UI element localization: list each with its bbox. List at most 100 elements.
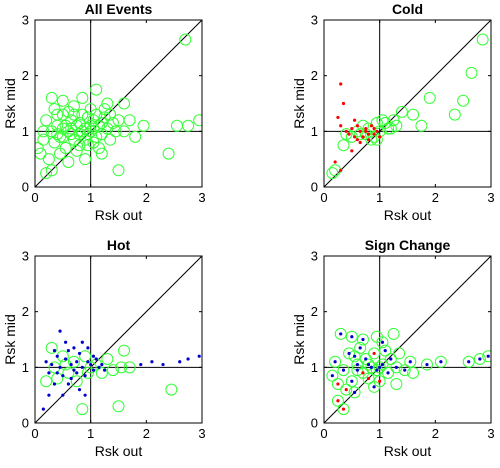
- data-point-circle: [387, 327, 400, 340]
- data-point-circle: [73, 116, 86, 129]
- data-point-circle: [326, 167, 339, 180]
- x-axis-label: Rsk out: [384, 443, 432, 459]
- y-axis-label: Rsk mid: [2, 78, 18, 129]
- data-point-circle: [376, 358, 389, 371]
- data-point-dot: [380, 362, 385, 367]
- y-tick-label: 3: [22, 13, 29, 28]
- data-point-dot: [355, 138, 359, 142]
- data-point-circle: [76, 108, 89, 121]
- data-point-circle: [51, 108, 64, 121]
- data-point-circle: [101, 352, 114, 365]
- y-tick-label: 0: [311, 180, 318, 195]
- series-circles-0: [326, 327, 491, 416]
- data-point-dot: [353, 390, 357, 394]
- data-point-circle: [384, 352, 397, 365]
- data-point-dot: [69, 376, 73, 381]
- data-point-circle: [106, 364, 119, 377]
- data-point-dot: [91, 354, 96, 358]
- data-point-circle: [51, 128, 64, 141]
- data-point-dot: [369, 124, 373, 128]
- data-point-dot: [372, 385, 376, 389]
- data-point-dot: [341, 407, 346, 411]
- data-point-circle: [123, 114, 136, 127]
- data-point-dot: [330, 374, 334, 378]
- data-point-circle: [395, 105, 408, 118]
- y-tick-label: 3: [22, 249, 29, 264]
- data-point-circle: [93, 142, 106, 155]
- data-point-dot: [378, 379, 382, 383]
- reference-line-identity: [324, 20, 491, 187]
- data-point-circle: [465, 66, 478, 79]
- data-point-dot: [366, 376, 371, 381]
- data-point-dot: [197, 354, 201, 358]
- data-point-circle: [90, 83, 103, 96]
- data-point-dot: [80, 340, 84, 344]
- data-point-dot: [353, 118, 357, 122]
- data-point-dot: [361, 371, 365, 375]
- data-point-dot: [339, 124, 343, 128]
- data-point-circle: [70, 144, 83, 157]
- y-tick-label: 1: [311, 124, 318, 139]
- data-point-circle: [59, 119, 72, 132]
- data-layer: [35, 20, 202, 187]
- axes-box: [34, 255, 203, 424]
- data-point-circle: [137, 119, 150, 132]
- data-point-dot: [139, 362, 143, 367]
- data-point-circle: [79, 153, 92, 166]
- data-point-circle: [407, 108, 420, 121]
- data-point-circle: [179, 33, 192, 46]
- data-point-dot: [372, 351, 376, 356]
- data-point-circle: [79, 350, 92, 363]
- y-tick-label: 0: [22, 416, 29, 431]
- y-axis-label: Rsk mid: [291, 314, 307, 365]
- data-point-circle: [95, 147, 108, 160]
- series-dots-1: [333, 82, 382, 172]
- data-point-dot: [378, 135, 382, 139]
- data-point-circle: [70, 375, 83, 388]
- data-point-circle: [65, 122, 78, 135]
- data-point-dot: [341, 101, 346, 106]
- panel-sign-change: 0 1 2 3 0 1 2 3 Sign Change Rsk out Rsk mid: [291, 237, 495, 459]
- data-point-dot: [75, 360, 79, 364]
- data-point-dot: [375, 129, 379, 133]
- data-point-circle: [337, 364, 350, 377]
- data-point-dot: [408, 360, 412, 364]
- data-point-circle: [476, 33, 489, 46]
- x-axis-label: Rsk out: [95, 443, 143, 459]
- series-dots-1: [41, 329, 201, 411]
- data-point-dot: [486, 354, 490, 358]
- data-point-circle: [73, 139, 86, 152]
- panel-all-events: 0 1 2 3 0 1 2 3 All Events Rsk out Rsk mid: [2, 1, 206, 223]
- data-point-circle: [376, 114, 389, 127]
- data-point-circle: [56, 94, 69, 107]
- data-point-dot: [83, 393, 87, 397]
- data-point-circle: [362, 372, 375, 385]
- data-point-dot: [364, 126, 368, 131]
- data-point-circle: [54, 130, 67, 143]
- data-point-dot: [89, 362, 93, 367]
- data-point-circle: [382, 122, 395, 135]
- x-tick-label: 3: [487, 190, 494, 205]
- data-point-circle: [368, 347, 381, 360]
- data-layer: [35, 256, 202, 423]
- data-point-dot: [47, 371, 51, 375]
- data-point-dot: [361, 135, 365, 139]
- data-point-circle: [118, 97, 131, 110]
- data-point-circle: [373, 375, 386, 388]
- data-point-dot: [64, 357, 68, 361]
- data-point-circle: [129, 130, 142, 143]
- data-point-circle: [42, 153, 55, 166]
- data-point-circle: [90, 108, 103, 121]
- data-point-circle: [76, 91, 89, 104]
- x-tick-label: 2: [432, 190, 439, 205]
- data-point-dot: [478, 357, 482, 361]
- data-point-dot: [66, 349, 70, 353]
- axes-box: [323, 255, 492, 424]
- data-point-circle: [398, 364, 411, 377]
- panel-hot: 0 1 2 3 0 1 2 3 Hot Rsk out Rsk mid: [2, 237, 206, 459]
- data-point-dot: [389, 357, 393, 361]
- data-point-circle: [112, 400, 125, 413]
- data-point-circle: [340, 383, 353, 396]
- data-point-circle: [345, 375, 358, 388]
- data-point-circle: [482, 350, 491, 363]
